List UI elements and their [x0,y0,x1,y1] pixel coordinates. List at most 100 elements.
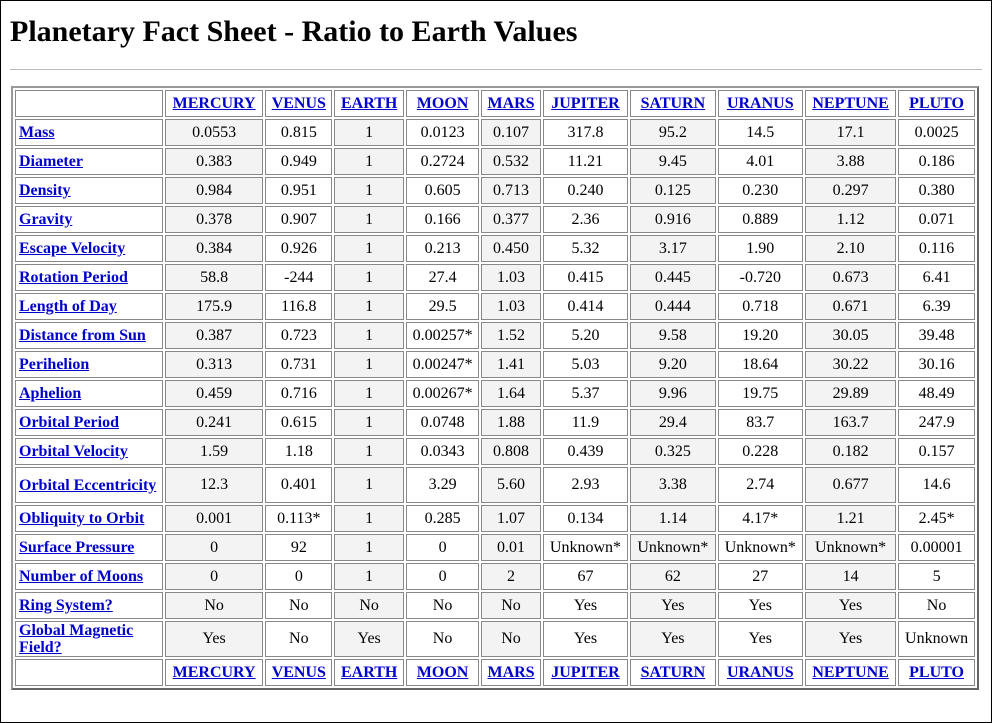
value-cell: 14.6 [898,467,975,503]
value-cell: 0.113* [265,505,333,532]
table-row: Orbital Period 0.241 0.615 1 0.0748 1.88 11.9 2… [15,409,975,436]
value-cell: 0.718 [717,293,803,320]
planet-link-mars[interactable]: MARS [487,663,535,681]
parameter-link[interactable]: Diameter [19,153,83,170]
page-title: Planetary Fact Sheet - Ratio to Earth Va… [10,15,578,48]
planet-header: MARS [481,90,541,117]
value-cell: 0.677 [804,467,897,503]
value-cell: 1 [334,351,404,378]
table-row: Obliquity to Orbit 0.001 0.113* 1 0.285 1.07 0… [15,505,975,532]
value-cell: 27.4 [405,264,480,291]
planet-link-saturn[interactable]: SATURN [640,663,706,681]
value-cell: 0.0553 [165,119,264,146]
parameter-link[interactable]: Orbital Velocity [19,443,128,460]
table-row: Gravity 0.378 0.907 1 0.166 0.377 2.36 0.916 0.8… [15,206,975,233]
value-cell: 0.00247* [405,351,480,378]
row-label: Distance from Sun [15,322,163,349]
parameter-link[interactable]: Perihelion [19,356,90,373]
value-cell: 11.9 [542,409,629,436]
parameter-link[interactable]: Density [19,182,71,199]
planet-link-saturn[interactable]: SATURN [640,94,706,112]
value-cell: 1 [334,438,404,465]
planet-link-venus[interactable]: VENUS [271,663,326,681]
row-label: Ring System? [15,592,163,619]
planet-header: URANUS [717,90,803,117]
value-cell: 0.384 [165,235,264,262]
planet-link-mercury[interactable]: MERCURY [172,663,256,681]
value-cell: 14 [804,563,897,590]
parameter-link[interactable]: Escape Velocity [19,240,126,257]
value-cell: 0 [405,534,480,561]
value-cell: 1 [334,293,404,320]
parameter-link[interactable]: Distance from Sun [19,327,146,344]
value-cell: 0.0343 [405,438,480,465]
value-cell: 0.0025 [898,119,975,146]
value-cell: 4.01 [717,148,803,175]
parameter-link[interactable]: Obliquity to Orbit [19,510,145,527]
value-cell: Yes [630,592,716,619]
planet-header: MOON [405,90,480,117]
value-cell: 0.166 [405,206,480,233]
parameter-link[interactable]: Mass [19,124,55,141]
value-cell: 0.615 [265,409,333,436]
value-cell: 6.41 [898,264,975,291]
value-cell: 39.48 [898,322,975,349]
value-cell: 9.45 [630,148,716,175]
planet-link-moon[interactable]: MOON [416,663,469,681]
row-label: Global Magnetic Field? [15,621,163,657]
value-cell: 92 [265,534,333,561]
planet-link-earth[interactable]: EARTH [340,94,398,112]
value-cell: 0.716 [265,380,333,407]
value-cell: 0.532 [481,148,541,175]
row-label: Aphelion [15,380,163,407]
parameter-link[interactable]: Gravity [19,211,73,228]
planet-link-neptune[interactable]: NEPTUNE [812,663,889,681]
value-cell: 1 [334,235,404,262]
planet-link-jupiter[interactable]: JUPITER [551,663,620,681]
value-cell: 0.450 [481,235,541,262]
parameter-link[interactable]: Rotation Period [19,269,128,286]
value-cell: 29.89 [804,380,897,407]
planet-link-jupiter[interactable]: JUPITER [551,94,620,112]
value-cell: 5.60 [481,467,541,503]
parameter-link[interactable]: Orbital Eccentricity [19,476,157,494]
parameter-link[interactable]: Number of Moons [19,568,144,585]
table-row: Density 0.984 0.951 1 0.605 0.713 0.240 0.125 0.… [15,177,975,204]
parameter-link[interactable]: Aphelion [19,385,82,402]
parameter-link[interactable]: Orbital Period [19,414,119,431]
table-row: Aphelion 0.459 0.716 1 0.00267* 1.64 5.37 9.96 1… [15,380,975,407]
value-cell: 1 [334,322,404,349]
table-row: Global Magnetic Field? Yes No Yes No No Yes Yes… [15,621,975,657]
planet-link-uranus[interactable]: URANUS [726,663,794,681]
value-cell: Unknown* [804,534,897,561]
value-cell: 30.05 [804,322,897,349]
planet-link-moon[interactable]: MOON [416,94,469,112]
value-cell: 1.03 [481,293,541,320]
row-label: Surface Pressure [15,534,163,561]
value-cell: 0.00257* [405,322,480,349]
planet-link-pluto[interactable]: PLUTO [909,663,964,681]
parameter-link[interactable]: Length of Day [19,298,117,315]
planet-link-venus[interactable]: VENUS [271,94,326,112]
row-label: Length of Day [15,293,163,320]
planet-link-uranus[interactable]: URANUS [726,94,794,112]
parameter-link[interactable]: Ring System? [19,597,113,614]
value-cell: No [405,592,480,619]
value-cell: 9.20 [630,351,716,378]
planet-link-neptune[interactable]: NEPTUNE [812,94,889,112]
row-label: Density [15,177,163,204]
planet-link-mercury[interactable]: MERCURY [172,94,256,112]
planet-header: MERCURY [165,659,264,686]
planet-link-mars[interactable]: MARS [487,94,535,112]
planet-header: URANUS [717,659,803,686]
row-label: Orbital Period [15,409,163,436]
parameter-link[interactable]: Global Magnetic Field? [19,622,134,656]
value-cell: 1 [334,467,404,503]
value-cell: 1.52 [481,322,541,349]
table-row: Orbital Eccentricity 12.3 0.401 1 3.29 5.60 2.… [15,467,975,503]
planet-link-earth[interactable]: EARTH [340,663,398,681]
planet-link-pluto[interactable]: PLUTO [909,94,964,112]
value-cell: 0.380 [898,177,975,204]
parameter-link[interactable]: Surface Pressure [19,539,135,556]
divider [10,69,982,70]
